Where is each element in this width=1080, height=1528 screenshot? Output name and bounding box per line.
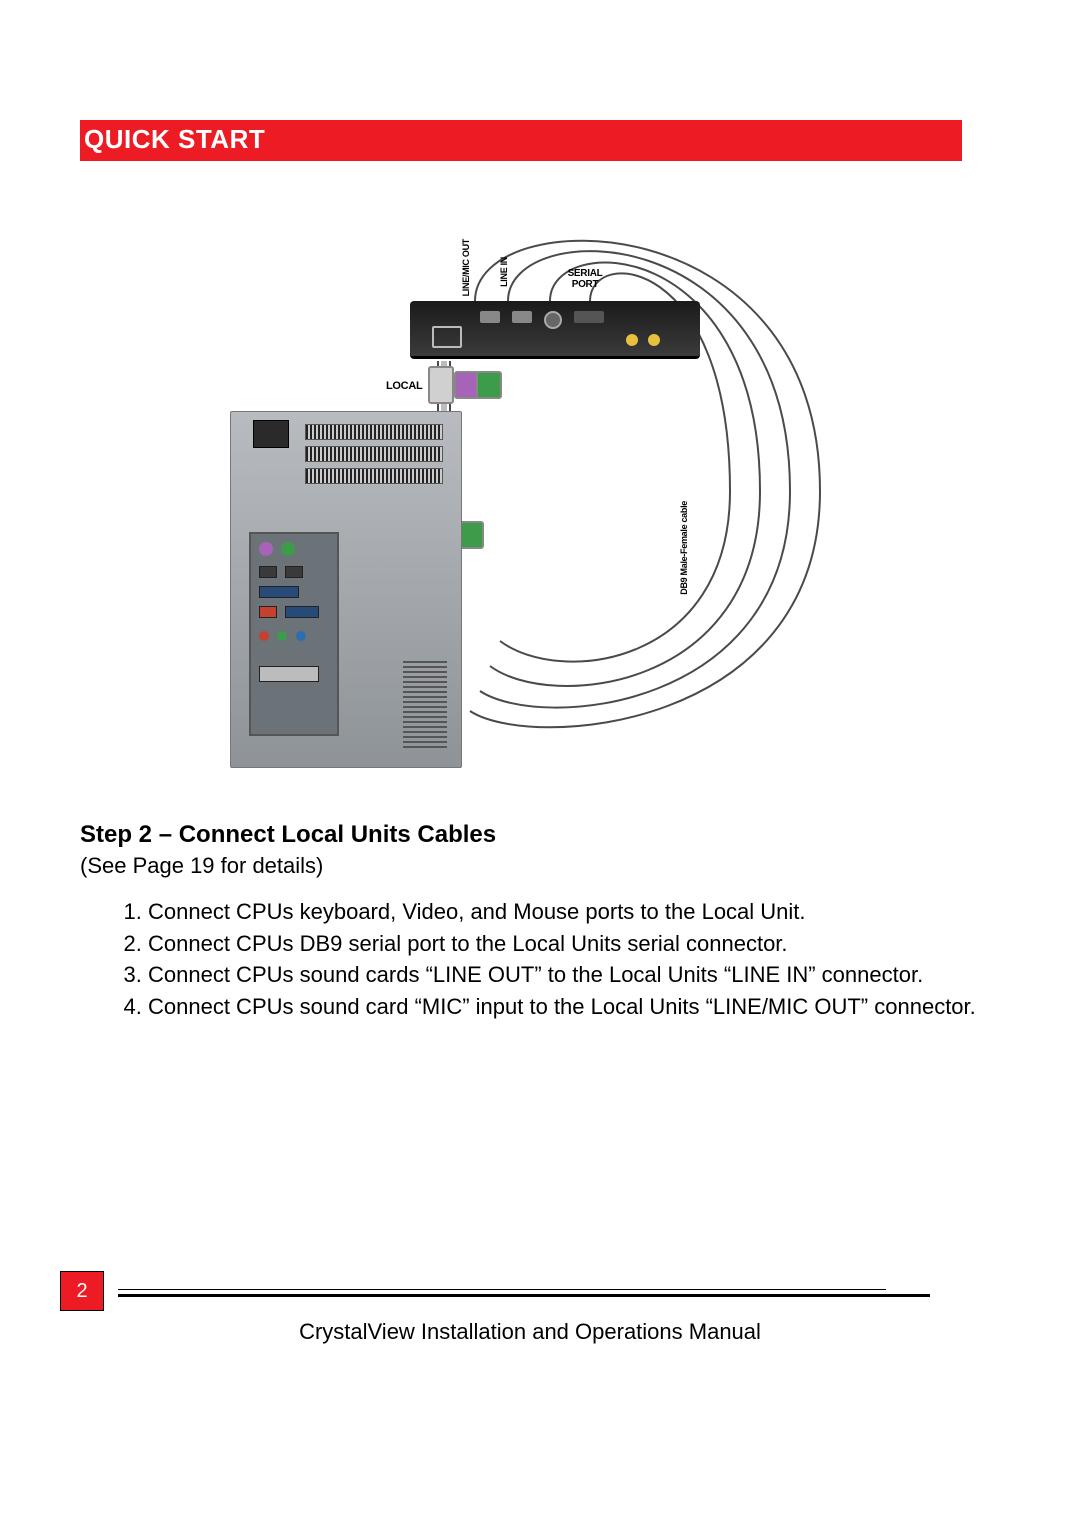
ps2-keyboard-port bbox=[259, 542, 273, 556]
label-db9-cable: DB9 Male-Female cable bbox=[680, 501, 689, 595]
label-serial-line2: PORT bbox=[572, 279, 599, 290]
hub-ports bbox=[480, 311, 604, 329]
hub-slot bbox=[432, 326, 462, 348]
kvm-mouse-top bbox=[476, 371, 502, 399]
step-list: Connect CPUs keyboard, Video, and Mouse … bbox=[120, 897, 1000, 1022]
hub-leds bbox=[626, 334, 660, 346]
document-page: QUICK START bbox=[0, 0, 1080, 1528]
label-line-mic-out: LINE/MIC OUT bbox=[462, 239, 471, 296]
expansion-slot bbox=[259, 666, 319, 682]
list-item: Connect CPUs sound card “MIC” input to t… bbox=[148, 992, 1000, 1022]
kvm-vga-top bbox=[428, 366, 454, 404]
usb-port bbox=[259, 566, 277, 578]
list-item: Connect CPUs sound cards “LINE OUT” to t… bbox=[148, 960, 1000, 990]
case-vent bbox=[403, 661, 447, 751]
step-heading: Step 2 – Connect Local Units Cables bbox=[80, 821, 1000, 849]
drive-bays bbox=[305, 424, 443, 504]
label-serial-port: SERIAL PORT bbox=[560, 269, 610, 290]
see-page-note: (See Page 19 for details) bbox=[80, 853, 1000, 879]
diagram-container: LINE/MIC OUT LINE IN SERIAL PORT LOCAL D… bbox=[80, 211, 1000, 771]
connection-diagram: LINE/MIC OUT LINE IN SERIAL PORT LOCAL D… bbox=[230, 211, 850, 771]
section-title: QUICK START bbox=[80, 120, 962, 161]
io-panel bbox=[249, 532, 339, 736]
label-local: LOCAL bbox=[386, 381, 422, 393]
vga-port bbox=[285, 606, 319, 618]
parallel-port bbox=[259, 586, 299, 598]
serial-db9-port bbox=[259, 606, 277, 618]
label-serial-line1: SERIAL bbox=[568, 268, 603, 279]
pc-tower bbox=[230, 411, 462, 768]
list-item: Connect CPUs DB9 serial port to the Loca… bbox=[148, 929, 1000, 959]
audio-lineout-jack bbox=[277, 631, 287, 641]
usb-port bbox=[285, 566, 303, 578]
audio-linein-jack bbox=[296, 631, 306, 641]
audio-mic-jack bbox=[259, 631, 269, 641]
local-unit-device bbox=[410, 301, 700, 359]
list-item: Connect CPUs keyboard, Video, and Mouse … bbox=[148, 897, 1000, 927]
footer-manual-title: CrystalView Installation and Operations … bbox=[60, 1319, 1000, 1345]
page-number: 2 bbox=[60, 1271, 104, 1311]
label-line-in: LINE IN bbox=[500, 257, 509, 287]
ps2-mouse-port bbox=[281, 542, 295, 556]
footer-rule bbox=[104, 1289, 1000, 1301]
psu-icon bbox=[253, 420, 289, 448]
